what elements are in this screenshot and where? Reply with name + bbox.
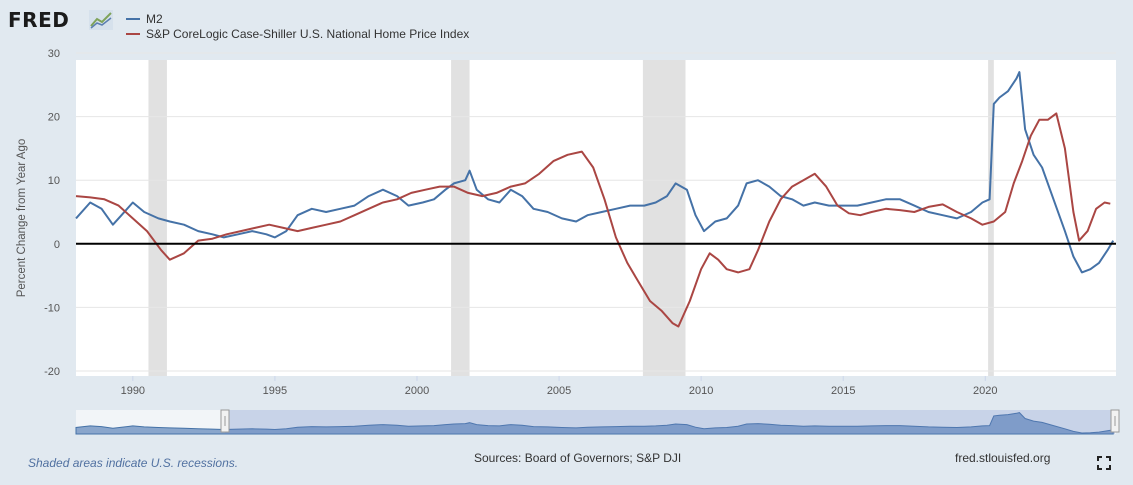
- x-tick-label: 2000: [405, 385, 429, 397]
- fred-logo[interactable]: FRED: [8, 8, 70, 32]
- x-tick-label: 2005: [547, 385, 571, 397]
- x-tick-label: 1990: [121, 385, 145, 397]
- navigator-series: [75, 412, 1114, 435]
- navigator-selection[interactable]: [225, 410, 1115, 434]
- x-axis-ticks: 1990 1995 2000 2005 2010 2015 2020: [121, 376, 998, 397]
- source-url-link[interactable]: fred.stlouisfed.org: [955, 451, 1051, 465]
- y-axis-label: Percent Change from Year Ago: [16, 139, 28, 298]
- graph-icon: [89, 10, 113, 30]
- y-tick-label: 30: [48, 48, 60, 60]
- x-tick-label: 1995: [263, 385, 287, 397]
- grid-lines: [76, 52, 1116, 372]
- legend-label-m2: M2: [146, 12, 163, 26]
- fullscreen-icon[interactable]: [1097, 456, 1111, 470]
- range-navigator[interactable]: [75, 409, 1120, 435]
- x-tick-label: 2010: [689, 385, 713, 397]
- legend-swatch-case-shiller: [126, 33, 140, 35]
- series-line-case-shiller[interactable]: [75, 112, 1111, 328]
- recession-band-3: [988, 60, 994, 376]
- y-tick-label: -20: [44, 366, 60, 378]
- y-tick-label: -10: [44, 302, 60, 314]
- x-tick-label: 2015: [831, 385, 855, 397]
- y-tick-label: 10: [48, 175, 60, 187]
- series-line-m2[interactable]: [75, 71, 1115, 274]
- y-tick-label: 0: [54, 239, 60, 251]
- y-axis-ticks: 30 20 10 0 -10 -20: [44, 48, 60, 378]
- legend-item-m2[interactable]: M2: [126, 12, 163, 26]
- legend-swatch-m2: [126, 18, 140, 20]
- legend-item-case-shiller[interactable]: S&P CoreLogic Case-Shiller U.S. National…: [126, 27, 469, 41]
- recession-band-2: [642, 60, 686, 376]
- recession-band-1: [451, 60, 470, 376]
- x-tick-label: 2020: [973, 385, 997, 397]
- series-lines: [75, 71, 1116, 328]
- chart-header: FRED M2 S&P CoreLogic Case-Shiller U.S. …: [0, 0, 1133, 50]
- plot-area: [76, 60, 1116, 376]
- recession-note: Shaded areas indicate U.S. recessions.: [28, 456, 239, 470]
- legend-label-case-shiller: S&P CoreLogic Case-Shiller U.S. National…: [146, 27, 470, 41]
- sources-text: Sources: Board of Governors; S&P DJI: [474, 451, 682, 465]
- y-tick-label: 20: [48, 112, 60, 124]
